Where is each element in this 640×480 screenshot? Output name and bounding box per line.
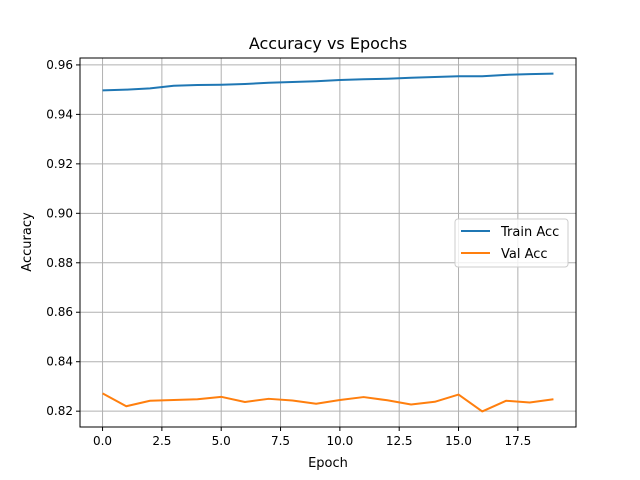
x-tick-label: 10.0 — [327, 434, 354, 448]
y-axis-ticks: 0.82 0.84 0.86 0.88 0.90 0.92 0.94 0.96 — [46, 58, 80, 418]
y-tick-label: 0.90 — [46, 206, 73, 220]
series-lines — [102, 72, 554, 413]
y-tick-label: 0.88 — [46, 256, 73, 270]
y-axis-label: Accuracy — [20, 212, 35, 272]
legend: Train Acc Val Acc — [454, 218, 569, 268]
x-tick-label: 15.0 — [445, 434, 472, 448]
x-tick-label: 7.5 — [271, 434, 290, 448]
x-tick-label: 12.5 — [386, 434, 413, 448]
plot-area-frame — [79, 57, 577, 428]
y-tick-label: 0.96 — [46, 58, 73, 72]
x-tick-label: 5.0 — [212, 434, 231, 448]
y-tick-label: 0.84 — [46, 355, 73, 369]
y-tick-label: 0.86 — [46, 305, 73, 319]
y-tick-label: 0.94 — [46, 107, 73, 121]
grid — [80, 58, 576, 427]
series-line-train-acc — [102, 72, 554, 92]
legend-label-val-acc: Val Acc — [501, 247, 548, 262]
x-tick-label: 0.0 — [93, 434, 112, 448]
legend-label-train-acc: Train Acc — [500, 225, 559, 240]
x-tick-label: 2.5 — [152, 434, 171, 448]
series-line-val-acc — [102, 392, 554, 413]
x-tick-label: 17.5 — [504, 434, 531, 448]
x-axis-ticks: 0.0 2.5 5.0 7.5 10.0 12.5 15.0 17.5 — [93, 427, 531, 448]
y-tick-label: 0.92 — [46, 157, 73, 171]
chart-title: Accuracy vs Epochs — [249, 34, 407, 53]
y-tick-label: 0.82 — [46, 404, 73, 418]
x-axis-label: Epoch — [308, 456, 348, 471]
